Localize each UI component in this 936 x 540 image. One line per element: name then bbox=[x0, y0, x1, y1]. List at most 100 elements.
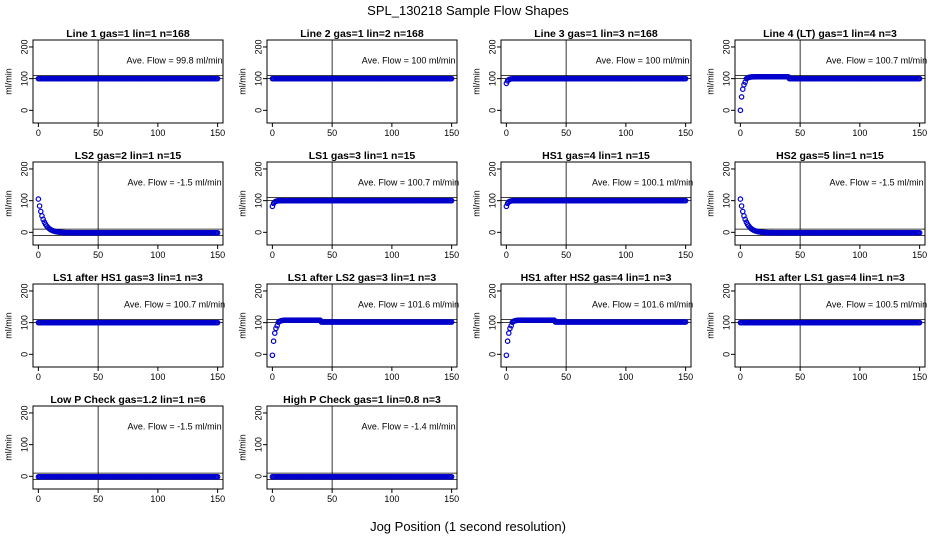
data-point bbox=[214, 474, 221, 480]
data-point bbox=[738, 94, 745, 100]
average-flow-label: Ave. Flow = -1.5 ml/min bbox=[128, 421, 222, 431]
average-flow-label: Ave. Flow = 100.7 ml/min bbox=[124, 299, 225, 309]
y-tick-label: 200 bbox=[487, 161, 497, 176]
average-flow-label: Ave. Flow = 99.8 ml/min bbox=[127, 55, 223, 65]
average-flow-label: Ave. Flow = 100.5 ml/min bbox=[826, 299, 927, 309]
data-point bbox=[271, 330, 278, 336]
panel-title: HS1 after LS1 gas=4 lin=1 n=3 bbox=[755, 272, 905, 284]
y-axis-label: ml/min bbox=[3, 312, 13, 339]
x-tick-label: 150 bbox=[678, 372, 693, 382]
plot-frame bbox=[32, 39, 224, 124]
x-tick-label: 0 bbox=[504, 372, 509, 382]
panel: LS2 gas=2 lin=1 n=15 Ave. Flow = -1.5 ml/… bbox=[3, 150, 225, 260]
x-tick-label: 150 bbox=[210, 372, 225, 382]
data-point bbox=[682, 197, 689, 204]
panel-title: HS2 gas=5 lin=1 n=15 bbox=[776, 150, 884, 162]
x-tick-label: 150 bbox=[210, 494, 225, 504]
y-axis-label: ml/min bbox=[705, 68, 715, 95]
x-tick-label: 150 bbox=[444, 250, 459, 260]
y-tick-label: 0 bbox=[253, 108, 263, 113]
x-tick-label: 100 bbox=[384, 250, 399, 260]
x-axis-label: Jog Position (1 second resolution) bbox=[370, 519, 566, 534]
panel-title: High P Check gas=1 lin=0.8 n=3 bbox=[283, 394, 441, 406]
y-tick-label: 0 bbox=[487, 352, 497, 357]
y-tick-label: 100 bbox=[253, 315, 263, 330]
y-axis-label: ml/min bbox=[705, 190, 715, 217]
y-tick-label: 200 bbox=[487, 39, 497, 54]
panel: LS1 after LS2 gas=3 lin=1 n=3 Ave. Flow =… bbox=[237, 272, 459, 382]
data-point bbox=[37, 208, 44, 215]
data-point bbox=[448, 473, 455, 480]
y-tick-label: 0 bbox=[19, 108, 29, 113]
x-tick-label: 100 bbox=[150, 250, 165, 260]
y-tick-label: 200 bbox=[19, 283, 29, 298]
x-tick-label: 100 bbox=[384, 128, 399, 138]
average-flow-label: Ave. Flow = 101.6 ml/min bbox=[592, 299, 693, 309]
panel-title: Line 2 gas=1 lin=2 n=168 bbox=[300, 28, 424, 40]
y-axis-label: ml/min bbox=[237, 68, 247, 95]
y-tick-label: 100 bbox=[253, 437, 263, 452]
data-point bbox=[270, 338, 277, 345]
data-point bbox=[448, 75, 455, 82]
y-tick-label: 200 bbox=[253, 161, 263, 176]
plot-frame bbox=[500, 283, 692, 368]
y-tick-label: 100 bbox=[19, 193, 29, 208]
average-flow-label: Ave. Flow = -1.5 ml/min bbox=[128, 177, 222, 187]
x-tick-label: 50 bbox=[795, 372, 805, 382]
x-tick-label: 150 bbox=[210, 128, 225, 138]
x-tick-label: 0 bbox=[36, 372, 41, 382]
panel-title: HS1 after HS2 gas=4 lin=1 n=3 bbox=[521, 272, 672, 284]
panel: LS1 after HS1 gas=3 lin=1 n=3 Ave. Flow =… bbox=[3, 272, 225, 382]
y-tick-label: 100 bbox=[487, 315, 497, 330]
y-axis-label: ml/min bbox=[3, 434, 13, 461]
y-tick-label: 0 bbox=[721, 230, 731, 235]
y-tick-label: 200 bbox=[721, 283, 731, 298]
y-axis-label: ml/min bbox=[237, 312, 247, 339]
x-tick-label: 100 bbox=[618, 250, 633, 260]
y-tick-label: 100 bbox=[487, 71, 497, 86]
y-tick-label: 100 bbox=[721, 315, 731, 330]
panel: HS2 gas=5 lin=1 n=15 Ave. Flow = -1.5 ml/… bbox=[705, 150, 927, 260]
y-tick-label: 200 bbox=[19, 161, 29, 176]
plot-frame bbox=[32, 283, 224, 368]
y-tick-label: 100 bbox=[487, 193, 497, 208]
y-tick-label: 0 bbox=[721, 352, 731, 357]
y-axis-label: ml/min bbox=[3, 68, 13, 95]
y-tick-label: 100 bbox=[19, 71, 29, 86]
y-tick-label: 200 bbox=[19, 39, 29, 54]
x-tick-label: 0 bbox=[270, 128, 275, 138]
x-tick-label: 50 bbox=[327, 128, 337, 138]
x-tick-label: 50 bbox=[561, 250, 571, 260]
x-tick-label: 150 bbox=[912, 128, 927, 138]
panel: HS1 after HS2 gas=4 lin=1 n=3 Ave. Flow =… bbox=[471, 272, 693, 382]
y-tick-label: 0 bbox=[253, 352, 263, 357]
plot-frame bbox=[32, 161, 224, 246]
y-axis-label: ml/min bbox=[705, 312, 715, 339]
y-tick-label: 200 bbox=[253, 39, 263, 54]
x-tick-label: 0 bbox=[36, 494, 41, 504]
panel: HS1 after LS1 gas=4 lin=1 n=3 Ave. Flow =… bbox=[705, 272, 927, 382]
x-tick-label: 100 bbox=[150, 494, 165, 504]
x-tick-label: 50 bbox=[93, 372, 103, 382]
plot-frame bbox=[500, 161, 692, 246]
plot-frame bbox=[266, 161, 458, 246]
panel-title: LS1 after LS2 gas=3 lin=1 n=3 bbox=[288, 272, 437, 284]
y-tick-label: 0 bbox=[487, 108, 497, 113]
data-point bbox=[35, 196, 42, 202]
y-tick-label: 0 bbox=[19, 474, 29, 479]
x-tick-label: 150 bbox=[912, 250, 927, 260]
data-point bbox=[214, 319, 221, 326]
x-tick-label: 50 bbox=[327, 494, 337, 504]
y-axis-label: ml/min bbox=[237, 190, 247, 217]
data-point bbox=[682, 319, 689, 325]
data-point bbox=[503, 203, 510, 210]
data-point bbox=[273, 325, 279, 332]
x-tick-label: 50 bbox=[93, 250, 103, 260]
plot-frame bbox=[32, 405, 224, 490]
y-tick-label: 0 bbox=[19, 352, 29, 357]
x-tick-label: 100 bbox=[852, 128, 867, 138]
data-point bbox=[739, 86, 746, 92]
data-point bbox=[507, 325, 513, 332]
x-tick-label: 100 bbox=[852, 250, 867, 260]
